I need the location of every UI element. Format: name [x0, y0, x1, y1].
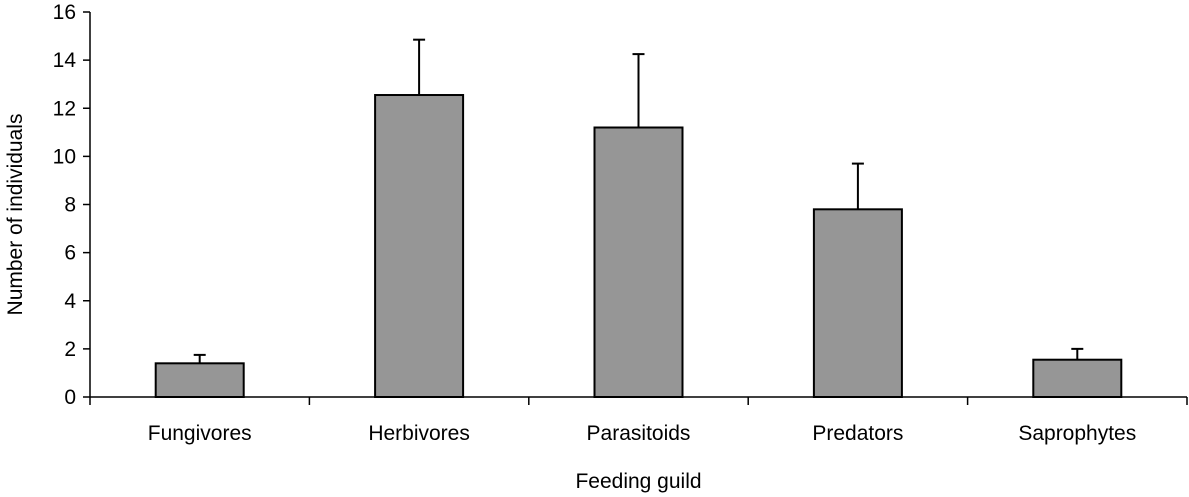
error-bars	[193, 38, 1084, 364]
y-tick-label: 4	[64, 290, 76, 313]
category-label-saprophytes: Saprophytes	[1018, 422, 1136, 445]
x-ticks	[89, 397, 1188, 405]
y-tick-label: 8	[64, 194, 76, 217]
bars	[154, 94, 1123, 398]
bar-parasitoids	[593, 126, 684, 398]
category-label-parasitoids: Parasitoids	[587, 422, 691, 445]
category-label-predators: Predators	[812, 422, 903, 445]
bar-herbivores	[374, 94, 465, 398]
y-tick-label: 6	[64, 242, 76, 265]
bar-predators	[812, 208, 903, 398]
y-axis-title: Number of individuals	[4, 114, 27, 316]
y-tick-label: 10	[53, 145, 76, 168]
y-tick-label: 16	[53, 1, 76, 24]
y-tick-label: 2	[64, 338, 76, 361]
y-ticks: 0 2 4 6 8 10 12 14 16	[53, 1, 90, 409]
bar-fungivores	[154, 362, 245, 398]
category-label-fungivores: Fungivores	[148, 422, 252, 445]
y-tick-label: 14	[53, 49, 77, 72]
y-tick-label: 0	[64, 386, 76, 409]
x-axis-title: Feeding guild	[575, 470, 701, 493]
y-tick-label: 12	[53, 97, 76, 120]
category-label-herbivores: Herbivores	[368, 422, 470, 445]
category-labels: Fungivores Herbivores Parasitoids Predators…	[148, 422, 1137, 445]
bar-saprophytes	[1032, 358, 1123, 398]
